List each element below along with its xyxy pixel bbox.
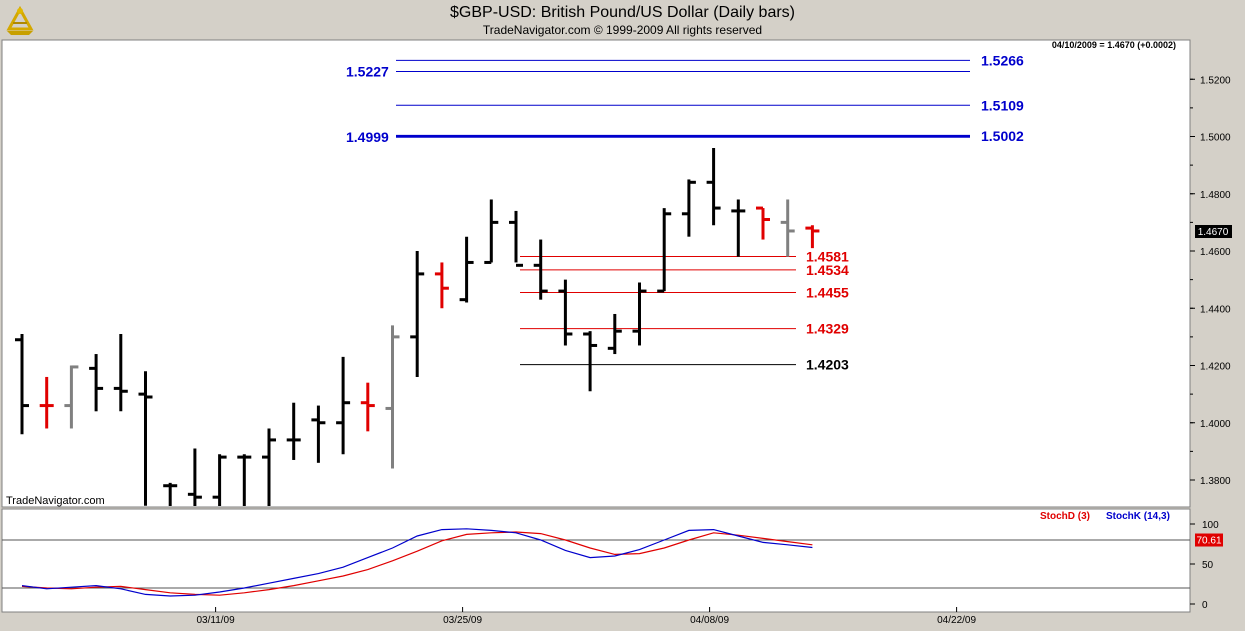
ohlc-bar	[212, 454, 227, 506]
y-tick-label: 1.3800	[1200, 476, 1231, 487]
ohlc-bar	[89, 354, 104, 412]
ohlc-bar	[64, 365, 79, 429]
y-tick-label: 1.4600	[1200, 247, 1231, 258]
price-y-axis: 1.5200 1.5000 1.4800 1.4600 1.4400 1.4200 1.40…	[1190, 75, 1231, 487]
ohlc-bar	[138, 371, 153, 506]
date-x-axis: 03/11/09 03/25/09 04/08/09 04/22/09	[2, 607, 1190, 626]
stoch-last-value: 70.61	[1196, 536, 1221, 547]
copyright-notice: TradeNavigator.com © 1999-2009 All right…	[482, 23, 763, 37]
price-plot-area	[1, 39, 1191, 508]
level-label: 1.4329	[806, 321, 849, 337]
ohlc-bar	[385, 325, 400, 469]
legend-stoch-d: StochD (3)	[1040, 511, 1090, 522]
stoch-k-line	[21, 528, 813, 597]
level-label: 1.4203	[806, 357, 849, 373]
level-label: 1.5227	[346, 64, 389, 80]
ohlc-bar	[459, 236, 474, 303]
y-tick-label: 1.4400	[1200, 304, 1231, 315]
ohlc-bar	[681, 179, 696, 237]
ohlc-bar	[360, 382, 375, 432]
ohlc-bar	[632, 282, 647, 346]
level-label: 1.5002	[981, 128, 1024, 144]
watermark: TradeNavigator.com	[6, 495, 105, 507]
ohlc-bar	[187, 448, 202, 506]
stoch-tick-label: 0	[1202, 600, 1208, 611]
ohlc-bar	[484, 199, 499, 264]
y-tick-label: 1.4000	[1200, 419, 1231, 430]
ohlc-bar	[583, 331, 598, 392]
tradenavigator-logo	[3, 3, 37, 37]
ohlc-bar	[237, 454, 252, 506]
stoch-tick-label: 100	[1202, 520, 1219, 531]
x-tick-label: 03/25/09	[443, 615, 482, 626]
stoch-last-value-bg	[1195, 533, 1223, 547]
level-label: 1.4455	[806, 285, 849, 301]
ohlc-bar	[533, 239, 548, 300]
y-tick-label: 1.4200	[1200, 362, 1231, 373]
ohlc-bar	[39, 376, 54, 429]
ohlc-bar	[434, 262, 449, 309]
x-tick-label: 04/22/09	[937, 615, 976, 626]
x-tick-label: 04/08/09	[690, 615, 729, 626]
blue-resistance-levels: 1.5266 1.5227 1.5109 1.5002 1.4999	[346, 52, 1024, 144]
legend-stoch-k: StochK (14,3)	[1106, 511, 1170, 522]
ohlc-bar	[780, 199, 795, 257]
ohlc-bar	[113, 334, 128, 412]
sextant-icon	[6, 5, 34, 35]
last-price-label: 1.4670	[1198, 227, 1229, 238]
ohlc-bar	[558, 279, 573, 346]
chart-title: $GBP-USD: British Pound/US Dollar (Daily…	[450, 4, 795, 21]
stochastic-panel: 100 50 0 StochD (3) StochK (14,3) 70.61	[2, 511, 1223, 611]
y-tick-label: 1.4800	[1200, 190, 1231, 201]
ohlc-bar	[706, 147, 721, 226]
ohlc-bar	[805, 225, 820, 249]
stoch-tick-label: 50	[1202, 560, 1214, 571]
ohlc-bar	[15, 334, 29, 435]
level-label: 1.4534	[806, 262, 849, 278]
level-label: 1.4581	[806, 248, 849, 264]
ohlc-bar	[311, 405, 326, 463]
ohlc-bar	[336, 356, 351, 455]
level-label: 1.4999	[346, 129, 389, 145]
ohlc-bar	[286, 402, 301, 460]
level-label: 1.5266	[981, 52, 1024, 68]
last-price-marker: 1.4670	[1195, 225, 1232, 238]
y-tick-label: 1.5200	[1200, 75, 1231, 86]
ohlc-bar	[410, 251, 425, 377]
stoch-d-line	[21, 531, 813, 596]
ohlc-bars	[15, 147, 820, 506]
ohlc-bar	[163, 482, 178, 506]
x-tick-label: 03/11/09	[197, 615, 236, 626]
level-label: 1.5109	[981, 97, 1024, 113]
ohlc-bar	[756, 206, 770, 240]
ohlc-bar	[509, 210, 523, 267]
stochastic-plot-area	[1, 508, 1191, 613]
ohlc-bar	[262, 428, 276, 506]
ohlc-bar	[657, 208, 672, 293]
ohlc-bar	[607, 313, 622, 355]
last-quote-readout: 04/10/2009 = 1.4670 (+0.0002)	[1052, 40, 1176, 50]
y-tick-label: 1.5000	[1200, 133, 1231, 144]
ohlc-bar	[731, 199, 746, 257]
